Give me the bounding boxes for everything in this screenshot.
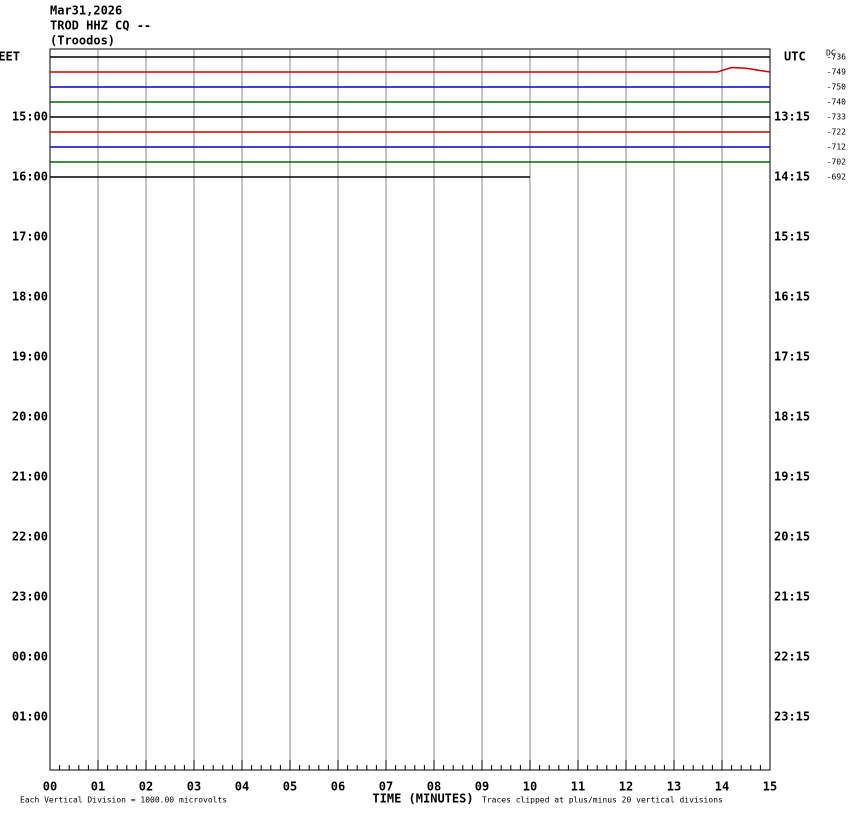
right-time-label: 13:15 bbox=[774, 110, 810, 124]
scale-note: Each Vertical Division = 1000.00 microvo… bbox=[20, 796, 227, 805]
left-time-label: 01:00 bbox=[12, 710, 48, 724]
x-tick-label: 07 bbox=[379, 780, 393, 794]
plot-frame bbox=[49, 48, 771, 771]
left-time-label: 15:00 bbox=[12, 110, 48, 124]
left-time-label: 21:00 bbox=[12, 470, 48, 484]
x-tick-label: 14 bbox=[715, 780, 729, 794]
left-time-label: EET bbox=[0, 50, 20, 64]
right-time-label: 23:15 bbox=[774, 710, 810, 724]
right-time-label: 19:15 bbox=[774, 470, 810, 484]
right-time-label: 17:15 bbox=[774, 350, 810, 364]
dc-label: -750 bbox=[827, 83, 846, 92]
x-tick-label: 13 bbox=[667, 780, 681, 794]
x-tick-label: 00 bbox=[43, 780, 57, 794]
x-tick-label: 02 bbox=[139, 780, 153, 794]
right-time-label: 18:15 bbox=[774, 410, 810, 424]
left-time-label: 16:00 bbox=[12, 170, 48, 184]
dc-label: -692 bbox=[827, 173, 846, 182]
x-axis-label: TIME (MINUTES) bbox=[372, 792, 473, 806]
left-time-label: 00:00 bbox=[12, 650, 48, 664]
title-line: TROD HHZ CQ -- bbox=[50, 19, 151, 33]
dc-label: -722 bbox=[827, 128, 846, 137]
x-tick-label: 06 bbox=[331, 780, 345, 794]
left-time-label: 23:00 bbox=[12, 590, 48, 604]
right-time-label: 22:15 bbox=[774, 650, 810, 664]
x-tick-label: 09 bbox=[475, 780, 489, 794]
right-time-label: 16:15 bbox=[774, 290, 810, 304]
clip-note: Traces clipped at plus/minus 20 vertical… bbox=[482, 796, 723, 805]
x-tick-label: 12 bbox=[619, 780, 633, 794]
left-time-label: 20:00 bbox=[12, 410, 48, 424]
left-time-label: 17:00 bbox=[12, 230, 48, 244]
x-tick-label: 03 bbox=[187, 780, 201, 794]
right-time-label: 21:15 bbox=[774, 590, 810, 604]
left-time-label: 19:00 bbox=[12, 350, 48, 364]
x-tick-label: 01 bbox=[91, 780, 105, 794]
left-time-label: 22:00 bbox=[12, 530, 48, 544]
dc-label: -733 bbox=[827, 113, 846, 122]
title-line: Mar31,2026 bbox=[50, 4, 122, 18]
dc-label: -712 bbox=[827, 143, 846, 152]
title-line: (Troodos) bbox=[50, 34, 115, 48]
right-time-label: UTC bbox=[784, 50, 806, 64]
left-time-label: 18:00 bbox=[12, 290, 48, 304]
dc-header: DC bbox=[826, 49, 836, 58]
right-time-label: 14:15 bbox=[774, 170, 810, 184]
x-tick-label: 05 bbox=[283, 780, 297, 794]
dc-label: -702 bbox=[827, 158, 846, 167]
trace bbox=[50, 66, 771, 73]
dc-label: -736 bbox=[827, 53, 846, 62]
x-tick-label: 04 bbox=[235, 780, 249, 794]
dc-label: -740 bbox=[827, 98, 846, 107]
right-time-label: 15:15 bbox=[774, 230, 810, 244]
x-tick-label: 10 bbox=[523, 780, 537, 794]
x-tick-label: 11 bbox=[571, 780, 585, 794]
x-tick-label: 08 bbox=[427, 780, 441, 794]
right-time-label: 20:15 bbox=[774, 530, 810, 544]
dc-label: -749 bbox=[827, 68, 846, 77]
x-tick-label: 15 bbox=[763, 780, 777, 794]
